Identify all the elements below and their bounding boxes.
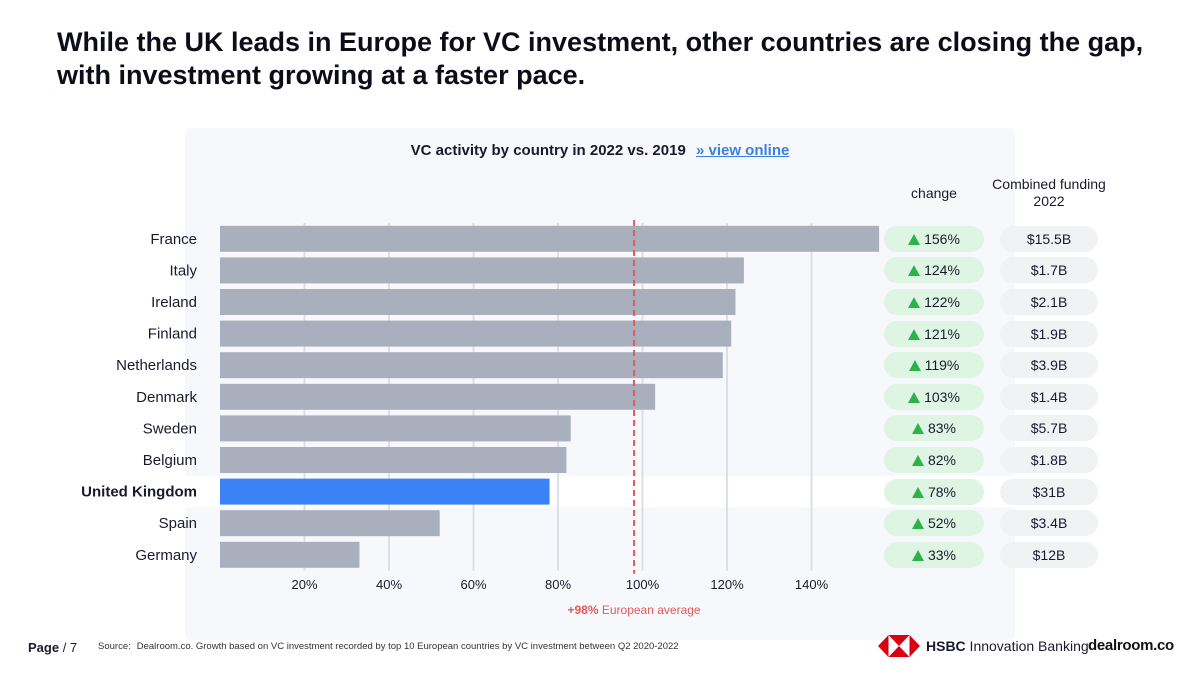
change-value: 52% — [927, 515, 957, 532]
reference-label-text: European average — [599, 603, 701, 617]
change-value: 78% — [927, 483, 957, 500]
source-label: Source: — [98, 641, 131, 652]
category-label: France — [150, 231, 197, 248]
funding-pill: $1.8B — [1000, 447, 1098, 473]
x-tick-label: 40% — [376, 577, 402, 592]
bar — [220, 415, 571, 442]
x-tick-label: 20% — [291, 577, 317, 592]
up-triangle-icon — [908, 328, 921, 340]
hsbc-logo: HSBC Innovation Banking — [878, 633, 1089, 659]
change-pill: 82% — [884, 447, 984, 473]
change-pill: 124% — [884, 257, 984, 284]
change-value: 121% — [924, 325, 960, 342]
hsbc-bold: HSBC — [926, 638, 966, 654]
category-label: Sweden — [143, 420, 197, 437]
hsbc-rest: Innovation Banking — [965, 638, 1089, 654]
funding-pill: $31B — [1000, 478, 1098, 505]
change-column-header: change — [911, 185, 957, 201]
x-tick-label: 100% — [626, 577, 660, 592]
hsbc-brand-text: HSBC Innovation Banking — [926, 638, 1089, 654]
up-triangle-icon — [911, 455, 924, 466]
category-label: Finland — [148, 326, 197, 343]
change-value: 83% — [927, 420, 957, 437]
source-text: Dealroom.co. Growth based on VC investme… — [136, 641, 679, 652]
change-value: 119% — [924, 357, 960, 374]
change-pill: 33% — [884, 541, 984, 568]
up-triangle-icon — [908, 265, 921, 277]
up-triangle-icon — [908, 360, 921, 372]
category-label: Germany — [135, 547, 197, 564]
change-value: 124% — [924, 262, 960, 279]
up-triangle-icon — [908, 297, 921, 308]
category-label: Spain — [159, 515, 197, 532]
funding-pill: $1.7B — [1000, 257, 1098, 284]
funding-header-line2: 2022 — [1033, 193, 1065, 209]
bar — [220, 447, 567, 473]
up-triangle-icon — [908, 391, 921, 403]
funding-pill: $1.4B — [1000, 383, 1098, 410]
change-value: 103% — [924, 388, 960, 405]
change-pill: 119% — [884, 352, 984, 379]
funding-pill: $15.5B — [1000, 225, 1098, 252]
change-value: 122% — [924, 294, 960, 310]
category-label: Belgium — [143, 452, 197, 469]
funding-pill: $12B — [1000, 541, 1098, 568]
bar — [220, 257, 744, 284]
bar — [220, 478, 550, 505]
x-tick-label: 140% — [795, 577, 829, 592]
up-triangle-icon — [911, 423, 924, 435]
category-label: Denmark — [136, 389, 197, 406]
bar — [220, 289, 736, 315]
funding-header-line1: Combined funding — [992, 176, 1106, 192]
up-triangle-icon — [911, 549, 924, 561]
funding-pill: $1.9B — [1000, 320, 1098, 347]
up-triangle-icon — [911, 486, 924, 498]
category-label: United Kingdom — [81, 484, 197, 501]
hsbc-hexagon-icon — [878, 635, 920, 657]
funding-pill: $3.4B — [1000, 510, 1098, 537]
page-label: Page — [28, 640, 60, 655]
x-tick-label: 120% — [710, 577, 744, 592]
change-pill: 122% — [884, 289, 984, 315]
change-pill: 121% — [884, 320, 984, 347]
view-online-link[interactable]: » view online — [695, 142, 790, 159]
page-number: / 7 — [62, 640, 78, 655]
bar — [220, 541, 360, 568]
bar — [220, 320, 732, 347]
bar — [220, 352, 723, 379]
page-title: While the UK leads in Europe for VC inve… — [57, 27, 1144, 90]
reference-label: +98% European average — [567, 603, 700, 617]
page-indicator: Page / 7 — [28, 640, 77, 655]
change-value: 33% — [927, 546, 957, 563]
category-label: Ireland — [151, 294, 197, 311]
bar — [220, 510, 440, 537]
change-pill: 103% — [884, 383, 984, 410]
bar — [220, 225, 880, 252]
change-value: 156% — [924, 230, 960, 247]
change-pill: 52% — [884, 510, 984, 537]
funding-column-header: Combined funding 2022 — [980, 176, 1118, 210]
change-pill: 156% — [884, 225, 984, 252]
category-label: Netherlands — [116, 357, 197, 374]
change-pill: 78% — [884, 478, 984, 505]
funding-pill: $5.7B — [1000, 415, 1098, 442]
category-label: Italy — [169, 262, 197, 279]
chart-title: VC activity by country in 2022 vs. 2019 … — [0, 142, 1200, 159]
chart-title-text: VC activity by country in 2022 vs. 2019 — [410, 142, 686, 159]
x-tick-label: 80% — [545, 577, 571, 592]
bar — [220, 383, 656, 410]
funding-pill: $3.9B — [1000, 352, 1098, 379]
dealroom-logo: dealroom.co — [1088, 637, 1174, 654]
funding-pill: $2.1B — [1000, 289, 1098, 315]
up-triangle-icon — [908, 233, 921, 245]
source-note: Source: Dealroom.co. Growth based on VC i… — [98, 641, 679, 652]
x-tick-label: 60% — [460, 577, 486, 592]
change-value: 82% — [927, 452, 957, 468]
reference-label-value: +98% — [567, 603, 598, 617]
up-triangle-icon — [911, 518, 924, 530]
change-pill: 83% — [884, 415, 984, 442]
